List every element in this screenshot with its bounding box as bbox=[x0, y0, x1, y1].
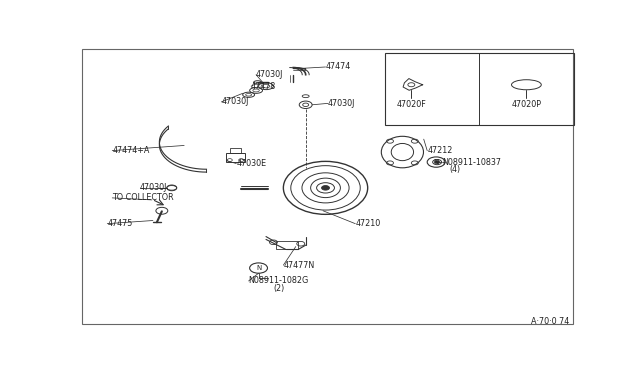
Text: 47020P: 47020P bbox=[511, 100, 541, 109]
Text: N: N bbox=[256, 265, 261, 271]
Bar bbox=[227, 153, 245, 162]
Text: 47477N: 47477N bbox=[284, 261, 315, 270]
Text: TO COLLECTOR: TO COLLECTOR bbox=[112, 193, 174, 202]
Bar bbox=[385, 53, 573, 125]
Circle shape bbox=[321, 186, 330, 190]
Text: 47474: 47474 bbox=[326, 62, 351, 71]
Text: 47478: 47478 bbox=[251, 82, 276, 91]
Text: 47474+A: 47474+A bbox=[112, 146, 150, 155]
Text: N08911-1082G: N08911-1082G bbox=[249, 276, 309, 285]
Text: 47030E: 47030E bbox=[236, 159, 266, 168]
Circle shape bbox=[435, 161, 440, 164]
Text: 47030J: 47030J bbox=[328, 99, 355, 108]
Text: N08911-10837: N08911-10837 bbox=[442, 158, 501, 167]
Bar bbox=[276, 241, 298, 250]
Text: 47212: 47212 bbox=[428, 146, 452, 155]
Text: 47210: 47210 bbox=[355, 219, 381, 228]
Text: 47030J: 47030J bbox=[256, 70, 284, 79]
Text: (4): (4) bbox=[449, 165, 461, 174]
Text: A·70·0 74: A·70·0 74 bbox=[531, 317, 570, 326]
Bar bbox=[230, 148, 241, 153]
Text: 47030J: 47030J bbox=[140, 183, 167, 192]
Text: 47020F: 47020F bbox=[396, 100, 426, 109]
Text: N: N bbox=[433, 159, 439, 165]
Text: (2): (2) bbox=[273, 283, 285, 293]
Text: 47475: 47475 bbox=[108, 219, 132, 228]
Text: 47030J: 47030J bbox=[221, 97, 249, 106]
